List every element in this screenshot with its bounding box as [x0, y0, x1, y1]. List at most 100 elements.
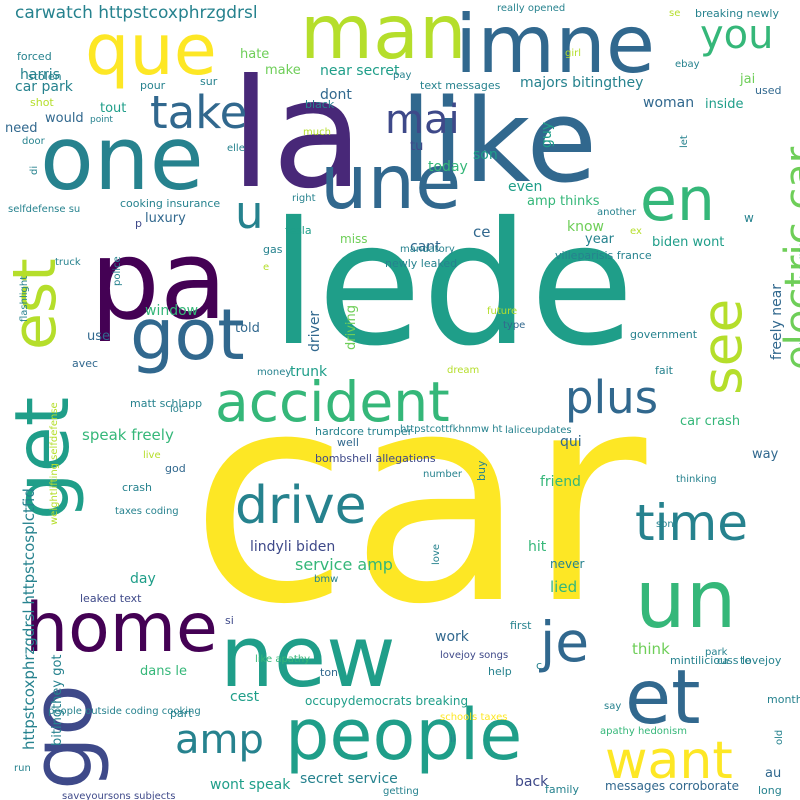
cloud-word: want: [605, 731, 733, 791]
cloud-word: leaked text: [80, 592, 142, 605]
cloud-word: new: [220, 608, 396, 707]
cloud-word: lindyli biden: [250, 539, 336, 555]
cloud-word: tu: [410, 139, 424, 154]
cloud-word: secret service: [300, 771, 398, 787]
cloud-word: dont: [320, 87, 352, 103]
cloud-word: crash: [122, 481, 153, 494]
cloud-word: amp: [175, 717, 264, 763]
cloud-word: qui: [560, 434, 582, 450]
cloud-word: family: [545, 783, 579, 796]
cloud-word: cant: [410, 239, 441, 255]
cloud-word: wont speak: [210, 777, 291, 793]
cloud-word: sur: [200, 75, 218, 88]
cloud-word: p: [135, 217, 142, 230]
cloud-word: driver: [307, 310, 323, 352]
cloud-word: e: [263, 262, 270, 273]
cloud-word: que: [85, 9, 217, 91]
cloud-word: freely near: [769, 283, 785, 360]
cloud-word: ex: [630, 226, 642, 237]
cloud-word: hate: [240, 47, 270, 62]
cloud-word: government: [630, 328, 698, 341]
cloud-word: fait: [655, 364, 673, 377]
cloud-word: gas: [263, 243, 283, 256]
cloud-word: dream: [447, 365, 480, 376]
cloud-word: la: [230, 48, 364, 222]
cloud-word: te: [740, 654, 752, 667]
cloud-word: say: [604, 701, 622, 712]
cloud-word: ebay: [675, 59, 700, 70]
cloud-word: hit: [528, 539, 547, 555]
cloud-word: people outside coding cooking: [48, 706, 201, 717]
cloud-word: httpstcottfkhnmw ht: [400, 424, 503, 435]
cloud-word: future: [487, 306, 518, 317]
cloud-word: make: [265, 63, 301, 78]
cloud-word: time: [635, 494, 748, 552]
cloud-word: trunk: [290, 364, 328, 380]
cloud-word: lovejoy songs: [440, 650, 509, 661]
cloud-word: bitingthey got: [50, 654, 65, 746]
cloud-word: imne: [455, 0, 656, 91]
cloud-word: long: [758, 784, 782, 797]
cloud-word: home: [25, 589, 218, 668]
cloud-word: mandatory: [400, 244, 455, 255]
cloud-word: truck: [55, 257, 81, 268]
cloud-word: friend: [540, 474, 581, 490]
cloud-word: luxury: [145, 211, 186, 226]
cloud-word: bombshell allegations: [315, 452, 436, 465]
cloud-word: au: [765, 766, 782, 781]
cloud-word: day: [130, 571, 156, 587]
cloud-word: pay: [393, 70, 412, 81]
cloud-word: one: [40, 107, 204, 210]
cloud-word: tout: [100, 101, 127, 116]
cloud-word: first: [510, 619, 532, 632]
cloud-word: si: [225, 614, 234, 627]
cloud-word: live: [143, 450, 161, 461]
cloud-word: let: [679, 135, 690, 148]
cloud-word: amp thinks: [527, 194, 600, 209]
cloud-word: used: [755, 84, 782, 97]
cloud-word: speak freely: [82, 426, 174, 444]
cloud-word: love: [431, 544, 442, 565]
cloud-word: shot: [30, 96, 54, 109]
cloud-word: miss: [340, 232, 368, 246]
cloud-word: harris: [20, 67, 60, 83]
cloud-word: even: [508, 179, 543, 195]
cloud-word: selfdefense su: [8, 204, 81, 215]
cloud-word: like: [400, 75, 598, 209]
cloud-word: year: [585, 232, 615, 247]
cloud-word: matt schlapp: [130, 397, 203, 410]
cloud-word: work: [435, 629, 469, 645]
cloud-word: run: [14, 763, 31, 774]
cloud-word: like apathy: [255, 654, 311, 665]
cloud-word: lot: [170, 404, 183, 415]
cloud-word: jai: [740, 72, 756, 87]
cloud-word: well: [337, 436, 359, 449]
cloud-word: drive: [235, 476, 367, 536]
cloud-word: woman: [643, 95, 695, 111]
cloud-word: man: [300, 0, 467, 76]
cloud-word: car crash: [680, 414, 741, 429]
cloud-word: plus: [565, 371, 659, 424]
cloud-word: really opened: [497, 3, 566, 14]
cloud-word: se: [669, 8, 681, 19]
cloud-word: driving: [344, 304, 359, 350]
cloud-word: flashlight: [19, 275, 30, 322]
cloud-word: ce: [473, 223, 491, 241]
cloud-word: car: [190, 331, 647, 668]
cloud-word: stolen: [28, 70, 62, 83]
cloud-word: inside: [705, 97, 744, 112]
cloud-word: httpstcoxphrzgdrsl httpstcosplctfid: [20, 488, 38, 750]
cloud-word: told: [235, 321, 260, 336]
cloud-word: lied: [550, 578, 578, 596]
cloud-word: son: [473, 147, 498, 163]
cloud-word: know: [567, 219, 604, 235]
cloud-word: another: [597, 207, 637, 218]
cloud-word: majors bitingthey: [520, 75, 644, 91]
cloud-word: month: [767, 693, 800, 706]
cloud-word: think: [632, 640, 670, 658]
cloud-word: newly leaked: [385, 257, 458, 270]
cloud-word: use: [87, 329, 111, 344]
cloud-word: cest: [230, 689, 260, 705]
cloud-word: help: [488, 665, 512, 678]
cloud-word: need: [5, 121, 38, 136]
